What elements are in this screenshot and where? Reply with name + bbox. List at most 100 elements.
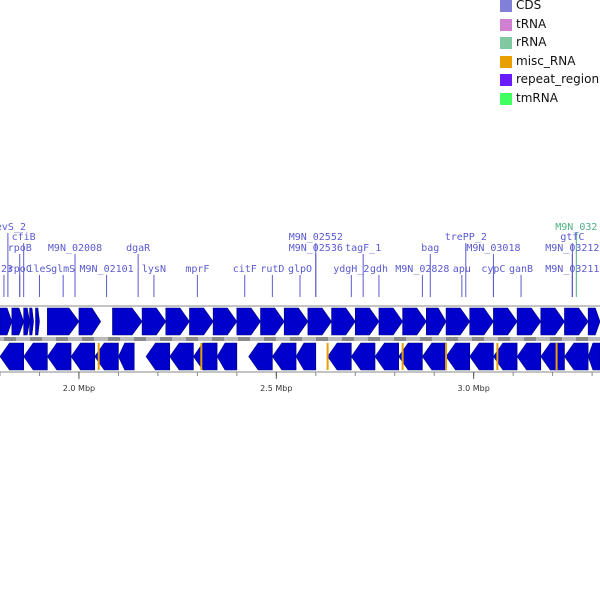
cds-feature-forward[interactable]	[426, 307, 447, 336]
misc-rna-feature[interactable]	[97, 343, 100, 370]
cds-feature-reverse[interactable]	[516, 342, 542, 371]
cds-feature-forward[interactable]	[564, 307, 589, 336]
gene-label[interactable]: mprF	[185, 264, 209, 275]
cds-feature-forward[interactable]	[493, 307, 518, 336]
cds-feature-reverse[interactable]	[587, 342, 600, 371]
gene-label[interactable]: ileS	[27, 264, 51, 275]
legend-swatch-icon	[500, 74, 512, 86]
gene-label[interactable]: M9N_03018	[466, 243, 520, 254]
cds-feature-forward[interactable]	[0, 307, 13, 336]
gene-label[interactable]: M9N_02008	[48, 243, 102, 254]
cds-feature-reverse[interactable]	[295, 342, 317, 371]
gene-label[interactable]: rpoB	[8, 243, 32, 254]
cds-feature-forward[interactable]	[283, 307, 309, 336]
cds-feature-forward[interactable]	[29, 307, 34, 336]
cds-feature-reverse[interactable]	[445, 342, 471, 371]
gene-label[interactable]: M9N_02536	[289, 243, 343, 254]
cds-feature-reverse[interactable]	[374, 342, 399, 371]
cds-feature-forward[interactable]	[587, 307, 600, 336]
cds-feature-forward[interactable]	[260, 307, 285, 336]
cds-feature-forward[interactable]	[307, 307, 332, 336]
cds-feature-forward[interactable]	[189, 307, 214, 336]
gene-label[interactable]: 723	[0, 264, 13, 275]
gene-label[interactable]: M9N_02552	[289, 232, 343, 243]
gene-label[interactable]: rpoC	[8, 264, 32, 275]
cds-feature-forward[interactable]	[516, 307, 542, 336]
gene-label[interactable]: M9N_03212	[545, 243, 599, 254]
cds-feature-forward[interactable]	[78, 307, 102, 336]
cds-feature-reverse[interactable]	[350, 342, 376, 371]
cds-feature-forward[interactable]	[331, 307, 356, 336]
misc-rna-feature[interactable]	[555, 343, 558, 370]
cds-feature-reverse[interactable]	[47, 342, 72, 371]
cds-feature-reverse[interactable]	[216, 342, 238, 371]
cds-feature-reverse[interactable]	[145, 342, 171, 371]
cds-feature-forward[interactable]	[141, 307, 167, 336]
gene-label[interactable]: bag	[421, 243, 439, 254]
cds-feature-forward[interactable]	[540, 307, 565, 336]
cds-feature-reverse[interactable]	[422, 342, 447, 371]
gene-label[interactable]: ydgH_2	[333, 264, 369, 275]
cds-feature-reverse[interactable]	[0, 342, 24, 371]
gene-label[interactable]: apu	[453, 264, 471, 275]
sequence-segment	[56, 337, 68, 341]
cds-feature-reverse[interactable]	[327, 342, 352, 371]
legend-label: CDS	[516, 0, 542, 12]
gene-label[interactable]: lysN	[142, 264, 166, 275]
cds-feature-reverse[interactable]	[564, 342, 589, 371]
cds-feature-forward[interactable]	[354, 307, 380, 336]
gene-label[interactable]: dgaR	[126, 243, 151, 254]
gene-label[interactable]: ganB	[509, 264, 533, 275]
cds-feature-forward[interactable]	[212, 307, 238, 336]
cds-feature-reverse[interactable]	[118, 342, 135, 371]
cds-feature-reverse[interactable]	[169, 342, 194, 371]
cds-feature-forward[interactable]	[112, 307, 143, 336]
cds-feature-forward[interactable]	[445, 307, 471, 336]
sequence-segment	[342, 337, 354, 341]
legend-swatch-icon	[500, 92, 512, 105]
gene-label[interactable]: M9N_02101	[79, 264, 133, 275]
misc-rna-feature[interactable]	[401, 343, 404, 370]
cds-feature-reverse[interactable]	[193, 342, 218, 371]
cds-feature-forward[interactable]	[23, 307, 30, 336]
misc-rna-feature[interactable]	[326, 343, 329, 370]
gene-label[interactable]: cypC	[481, 264, 505, 275]
cds-feature-forward[interactable]	[11, 307, 25, 336]
cds-feature-forward[interactable]	[165, 307, 190, 336]
legend-swatch-icon	[500, 18, 512, 31]
gene-label[interactable]: cfiB	[12, 232, 36, 243]
cds-feature-reverse[interactable]	[540, 342, 565, 371]
gene-label[interactable]: M9N_032	[555, 222, 597, 233]
cds-feature-forward[interactable]	[47, 307, 80, 336]
gene-label[interactable]: glmS	[51, 264, 75, 275]
gene-label[interactable]: gtfC	[560, 232, 584, 243]
gene-label[interactable]: M9N_03211	[545, 264, 599, 275]
cds-feature-forward[interactable]	[35, 307, 40, 336]
cds-feature-reverse[interactable]	[272, 342, 297, 371]
gene-label[interactable]: M9N_02828	[395, 264, 449, 275]
gene-label[interactable]: glpO	[288, 264, 312, 275]
sequence-segment	[290, 337, 302, 341]
legend-label: tmRNA	[516, 90, 558, 105]
gene-label[interactable]: gdh	[370, 264, 388, 275]
gene-label-layer: levS_2cfiBrpoBM9N_02008dgaRM9N_02552M9N_…	[0, 222, 599, 297]
gene-label[interactable]: levS_2	[0, 222, 26, 233]
misc-rna-feature[interactable]	[200, 343, 203, 370]
gene-label[interactable]: citF	[233, 264, 257, 275]
cds-feature-reverse[interactable]	[469, 342, 494, 371]
gene-label[interactable]: rutD	[260, 264, 284, 275]
cds-feature-forward[interactable]	[469, 307, 494, 336]
cds-feature-forward[interactable]	[236, 307, 261, 336]
cds-feature-reverse[interactable]	[248, 342, 273, 371]
cds-feature-reverse[interactable]	[70, 342, 96, 371]
cds-feature-forward[interactable]	[402, 307, 427, 336]
sequence-segment	[550, 337, 562, 341]
misc-rna-feature[interactable]	[496, 343, 499, 370]
gene-label[interactable]: tagF_1	[345, 243, 381, 254]
misc-rna-feature[interactable]	[445, 343, 448, 370]
axis-tick-label: 2.0 Mbp	[63, 384, 95, 393]
cds-feature-reverse[interactable]	[23, 342, 48, 371]
gene-label[interactable]: trePP_2	[445, 232, 487, 243]
cds-feature-forward[interactable]	[378, 307, 403, 336]
